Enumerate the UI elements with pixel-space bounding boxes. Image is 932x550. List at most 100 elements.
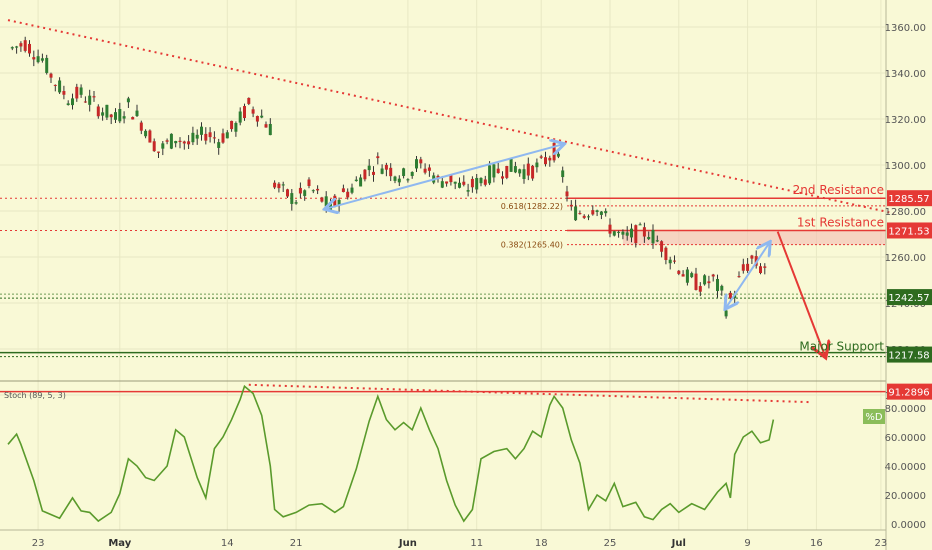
candle-body xyxy=(32,57,36,60)
candle-body xyxy=(225,132,229,139)
stoch-tick-label: 0.0000 xyxy=(891,520,926,531)
candle-body xyxy=(200,126,203,135)
candle-body xyxy=(277,183,281,189)
candle-body xyxy=(109,114,113,118)
candle-body xyxy=(483,179,487,185)
candle-body xyxy=(488,165,492,184)
stoch-tick-label: 60.0000 xyxy=(885,433,926,444)
candle-body xyxy=(354,179,358,182)
candle-body xyxy=(410,171,414,176)
price-tick-label: 1320.00 xyxy=(885,115,926,126)
time-tick-label: 16 xyxy=(810,538,823,549)
price-tick-label: 1260.00 xyxy=(885,253,926,264)
candle-body xyxy=(10,47,14,49)
candle-body xyxy=(139,122,143,131)
candle-body xyxy=(23,40,27,51)
candle-body xyxy=(608,224,612,234)
upswing-arrow[interactable] xyxy=(726,243,769,307)
fib-level-label: 0.382(1265.40) xyxy=(501,241,563,250)
candle-body xyxy=(647,236,651,240)
projected-drop-arrow[interactable] xyxy=(776,231,825,356)
time-axis[interactable]: 23 May 14 21 Jun 11 18 25 Jul 9 16 23 xyxy=(0,529,887,549)
candle-body xyxy=(320,197,324,202)
candle-body xyxy=(341,188,345,193)
candle-body xyxy=(535,162,539,168)
candle-body xyxy=(152,141,156,152)
candle-body xyxy=(281,184,285,186)
candle-body xyxy=(513,166,517,173)
time-tick-label: 18 xyxy=(535,538,548,549)
candle-body xyxy=(728,292,732,299)
candle-body xyxy=(15,46,19,48)
candle-body xyxy=(208,132,212,138)
candle-body xyxy=(466,190,470,192)
candle-body xyxy=(750,255,754,259)
candle-body xyxy=(673,260,676,262)
stoch-level-value: 91.2896 xyxy=(888,388,929,399)
upswing-arrow[interactable] xyxy=(326,144,563,208)
candle-body xyxy=(157,151,160,153)
downtrend-line[interactable] xyxy=(7,19,895,215)
candle-body xyxy=(393,176,397,181)
candle-body xyxy=(642,227,646,237)
candle-body xyxy=(45,57,49,73)
candle-body xyxy=(294,202,298,204)
resistance-zone xyxy=(622,230,886,245)
stoch-divergence-line[interactable] xyxy=(248,383,813,404)
candle-body xyxy=(440,181,444,188)
candle-body xyxy=(427,167,431,171)
candle-body xyxy=(66,103,70,105)
candle-body xyxy=(685,269,689,283)
candle-body xyxy=(531,165,535,179)
candle-body xyxy=(88,95,92,105)
candle-body xyxy=(212,137,216,139)
price-badge-value: 1217.58 xyxy=(888,351,929,362)
time-tick-label: Jul xyxy=(671,538,686,549)
candle-body xyxy=(234,123,238,132)
candle-body xyxy=(303,190,307,196)
candle-body xyxy=(135,110,139,117)
price-badge-value: 1271.53 xyxy=(888,226,929,237)
candle-body xyxy=(690,273,694,278)
candle-body xyxy=(509,158,513,172)
candle-body xyxy=(118,109,122,122)
candle-body xyxy=(617,231,621,233)
price-badge xyxy=(887,190,932,207)
resistance-label: 1st Resistance xyxy=(797,215,884,229)
time-tick-label: 14 xyxy=(221,538,234,549)
candle-body xyxy=(251,109,255,114)
candle-body xyxy=(526,163,530,176)
candle-body xyxy=(625,232,629,236)
candle-body xyxy=(681,274,685,277)
candle-body xyxy=(71,98,74,106)
candle-body xyxy=(604,211,608,214)
candle-body xyxy=(260,115,264,118)
candle-body xyxy=(290,193,294,204)
stoch-level-badge xyxy=(887,383,932,400)
candle-body xyxy=(101,112,105,116)
price-tick-label: 1280.00 xyxy=(885,207,926,218)
candle-body xyxy=(174,141,178,144)
candle-body xyxy=(286,189,289,197)
candle-body xyxy=(518,169,522,174)
candle-body xyxy=(230,120,234,130)
price-pane[interactable]: 0.618(1282.22) 0.382(1265.40) 2nd Resista… xyxy=(0,19,895,356)
drawing-arrows[interactable] xyxy=(326,144,825,356)
candle-body xyxy=(668,259,672,264)
candle-body xyxy=(677,270,681,274)
price-badge-value: 1285.57 xyxy=(888,194,929,205)
candle-body xyxy=(397,178,401,183)
candle-body xyxy=(664,247,668,261)
stoch-d-line xyxy=(7,384,775,523)
candle-body xyxy=(346,191,350,198)
candle-body xyxy=(105,104,109,118)
candle-body xyxy=(372,171,375,175)
candle-body xyxy=(49,73,53,78)
time-tick-label: Jun xyxy=(398,538,417,549)
time-tick-label: 23 xyxy=(32,538,45,549)
candle-body xyxy=(492,164,496,178)
stochastic-pane[interactable]: Stoch (89, 5, 3) xyxy=(0,383,886,523)
candle-body xyxy=(324,196,328,207)
price-badge xyxy=(887,346,932,363)
